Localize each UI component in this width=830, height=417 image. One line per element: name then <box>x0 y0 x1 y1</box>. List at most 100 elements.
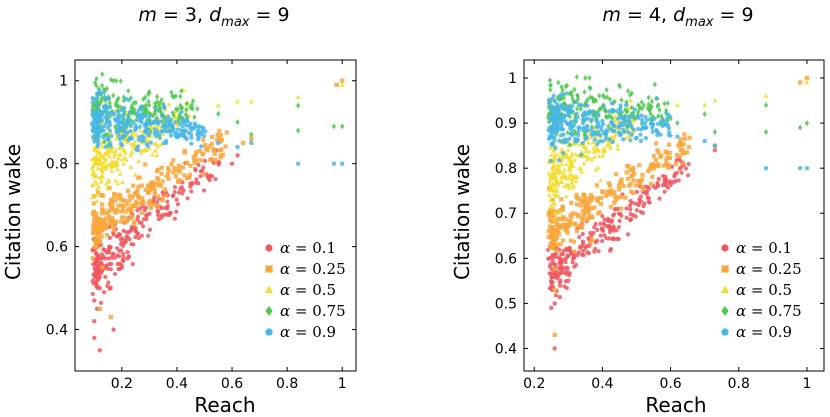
data-point <box>99 110 104 115</box>
data-point <box>111 227 117 233</box>
data-point <box>552 254 557 260</box>
data-point <box>94 76 99 82</box>
data-point <box>90 95 95 101</box>
data-point <box>550 200 556 206</box>
data-point <box>163 193 168 198</box>
data-point <box>575 132 581 138</box>
data-point <box>189 141 194 146</box>
data-point <box>581 112 587 117</box>
data-point <box>184 106 189 113</box>
data-point <box>94 236 99 241</box>
data-point <box>213 177 218 182</box>
data-point <box>183 111 188 118</box>
data-point <box>595 141 600 146</box>
data-point <box>557 295 563 300</box>
data-point <box>166 168 171 173</box>
data-point <box>664 107 669 114</box>
data-point <box>184 100 190 107</box>
data-point <box>331 123 337 130</box>
data-point <box>562 183 568 189</box>
data-point <box>617 106 622 112</box>
data-point <box>179 127 185 133</box>
data-point <box>595 132 601 137</box>
data-point <box>128 141 134 146</box>
data-point <box>609 219 614 224</box>
x-tick-label: 1 <box>338 376 347 392</box>
data-point <box>137 124 143 129</box>
data-point <box>616 187 622 192</box>
data-point <box>177 121 183 126</box>
data-point <box>186 175 191 180</box>
data-point <box>652 81 657 88</box>
data-point <box>94 198 100 204</box>
data-point <box>618 103 623 108</box>
data-point <box>209 174 215 179</box>
data-point <box>763 129 769 136</box>
data-point <box>562 270 567 275</box>
data-point <box>619 213 624 218</box>
data-point <box>172 119 178 125</box>
data-point <box>617 83 622 90</box>
data-point <box>215 102 221 108</box>
data-point <box>175 202 181 207</box>
data-point <box>558 118 564 123</box>
data-point <box>552 346 557 351</box>
data-point <box>616 111 622 118</box>
x-tick-label: 0.8 <box>276 376 298 392</box>
legend-item: α = 0.25 <box>265 260 346 278</box>
data-point <box>569 131 575 136</box>
data-point <box>556 163 562 169</box>
data-point <box>140 211 145 216</box>
data-point <box>94 136 99 141</box>
data-point <box>582 144 588 149</box>
data-point <box>586 116 591 121</box>
data-point <box>590 145 596 151</box>
data-point <box>93 178 99 184</box>
data-point <box>331 161 337 166</box>
data-point <box>565 129 570 136</box>
data-point <box>176 190 182 195</box>
data-point <box>559 252 564 257</box>
data-point <box>90 256 95 261</box>
data-point <box>637 103 642 110</box>
data-point <box>116 112 122 117</box>
data-point <box>633 201 638 206</box>
data-point <box>176 167 181 172</box>
data-point <box>172 185 178 190</box>
data-point <box>555 94 561 101</box>
data-point <box>584 244 589 249</box>
legend-item: α = 0.75 <box>721 302 802 320</box>
data-point <box>559 84 564 90</box>
data-point <box>551 191 557 196</box>
data-point <box>666 129 672 135</box>
data-point <box>147 227 153 232</box>
data-point <box>201 125 206 131</box>
data-point <box>592 205 597 210</box>
data-point <box>640 185 645 190</box>
left-x-axis-label: Reach <box>194 393 255 417</box>
data-point <box>797 124 803 131</box>
data-point <box>125 234 130 240</box>
data-point <box>169 89 174 96</box>
data-point <box>340 78 345 83</box>
data-point <box>113 123 118 130</box>
data-point <box>649 121 655 126</box>
data-point <box>587 200 592 205</box>
data-point <box>209 156 214 162</box>
data-point <box>580 140 586 146</box>
data-point <box>120 243 126 249</box>
data-point <box>210 134 215 140</box>
data-point <box>563 222 568 227</box>
data-point <box>559 197 564 202</box>
data-point <box>164 123 169 128</box>
data-point <box>604 113 609 120</box>
data-point <box>555 225 561 231</box>
data-point <box>188 121 193 126</box>
data-point <box>556 158 562 163</box>
data-point <box>579 152 584 157</box>
data-point <box>109 168 115 173</box>
data-point <box>559 174 565 179</box>
data-point <box>130 119 136 125</box>
data-point <box>110 200 115 205</box>
data-point <box>128 95 133 101</box>
